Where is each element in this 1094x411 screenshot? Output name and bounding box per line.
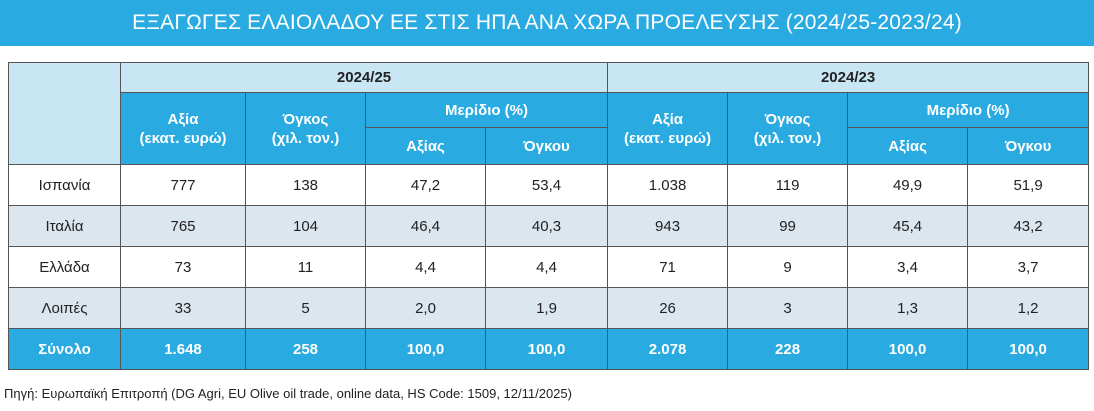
cell: 49,9 [847, 164, 969, 206]
cell: 2.078 [607, 328, 729, 370]
row-label: Σύνολο [8, 328, 121, 370]
cell: 3 [727, 287, 849, 329]
share-column-header: Αξίας [365, 127, 486, 165]
cell: 3,4 [847, 246, 969, 288]
header-line: Όγκος [282, 110, 329, 128]
cell: 71 [607, 246, 729, 288]
cell: 100,0 [847, 328, 969, 370]
cell: 99 [727, 205, 849, 247]
cell: 26 [607, 287, 729, 329]
column-header: Αξία (εκατ. ευρώ) [607, 92, 729, 165]
header-line: (εκατ. ευρώ) [139, 129, 227, 147]
header-line: Αξία [652, 110, 683, 128]
table-row: Ισπανία 777 138 47,2 53,4 1.038 119 49,9 51,9 [8, 164, 1090, 206]
cell: 765 [120, 205, 246, 247]
cell: 2,0 [365, 287, 486, 329]
cell: 11 [245, 246, 366, 288]
cell: 9 [727, 246, 849, 288]
cell: 100,0 [967, 328, 1090, 370]
cell: 3,7 [967, 246, 1090, 288]
cell: 777 [120, 164, 246, 206]
cell: 5 [245, 287, 366, 329]
header-line: (χιλ. τον.) [753, 129, 822, 147]
header-line: Αξία [167, 110, 199, 128]
cell: 40,3 [484, 205, 609, 247]
cell: 100,0 [484, 328, 609, 370]
cell: 43,2 [967, 205, 1090, 247]
cell: 51,9 [967, 164, 1090, 206]
cell: 47,2 [365, 164, 486, 206]
share-header: Μερίδιο (%) [847, 92, 1090, 128]
cell: 1,2 [967, 287, 1090, 329]
column-header: Όγκος (χιλ. τον.) [727, 92, 849, 165]
column-header: Όγκος (χιλ. τον.) [245, 92, 366, 165]
table-row: Ελλάδα 73 11 4,4 4,4 71 9 3,4 3,7 [8, 246, 1090, 288]
share-column-header: Αξίας [847, 127, 969, 165]
cell: 73 [120, 246, 246, 288]
group-header: 2024/25 [119, 62, 609, 93]
share-column-header: Όγκου [967, 127, 1090, 165]
column-header: Αξία (εκατ. ευρώ) [120, 92, 246, 165]
cell: 1.648 [120, 328, 246, 370]
row-label: Ιταλία [8, 205, 121, 247]
group-header: 2024/23 [607, 62, 1090, 93]
cell: 53,4 [484, 164, 609, 206]
cell: 1,9 [484, 287, 609, 329]
cell: 33 [120, 287, 246, 329]
header-line: (εκατ. ευρώ) [624, 129, 712, 147]
cell: 100,0 [365, 328, 486, 370]
row-label: Ελλάδα [8, 246, 121, 288]
table-row: Λοιπές 33 5 2,0 1,9 26 3 1,3 1,2 [8, 287, 1090, 329]
row-label: Λοιπές [8, 287, 121, 329]
cell: 4,4 [365, 246, 486, 288]
table-row: Ιταλία 765 104 46,4 40,3 943 99 45,4 43,2 [8, 205, 1090, 247]
cell: 943 [607, 205, 729, 247]
cell: 1,3 [847, 287, 969, 329]
cell: 46,4 [365, 205, 486, 247]
corner-cell [8, 62, 121, 165]
data-table: 2024/25 2024/23 Αξία (εκατ. ευρώ) Όγκος (χ… [8, 62, 1090, 370]
table-row: Σύνολο 1.648 258 100,0 100,0 2.078 228 100,0 100… [8, 328, 1090, 370]
cell: 138 [245, 164, 366, 206]
cell: 104 [245, 205, 366, 247]
cell: 258 [245, 328, 366, 370]
share-header: Μερίδιο (%) [364, 92, 609, 128]
source-note: Πηγή: Ευρωπαϊκή Επιτροπή (DG Agri, EU Ol… [4, 386, 572, 401]
header-line: (χιλ. τον.) [271, 129, 340, 147]
header-line: Όγκος [764, 110, 811, 128]
cell: 228 [727, 328, 849, 370]
cell: 119 [727, 164, 849, 206]
cell: 1.038 [607, 164, 729, 206]
row-label: Ισπανία [8, 164, 121, 206]
title: ΕΞΑΓΩΓΕΣ ΕΛΑΙΟΛΑΔΟΥ ΕΕ ΣΤΙΣ ΗΠΑ ΑΝΑ ΧΩΡΑ… [0, 0, 1094, 46]
cell: 45,4 [847, 205, 969, 247]
cell: 4,4 [484, 246, 609, 288]
share-column-header: Όγκου [484, 127, 609, 165]
